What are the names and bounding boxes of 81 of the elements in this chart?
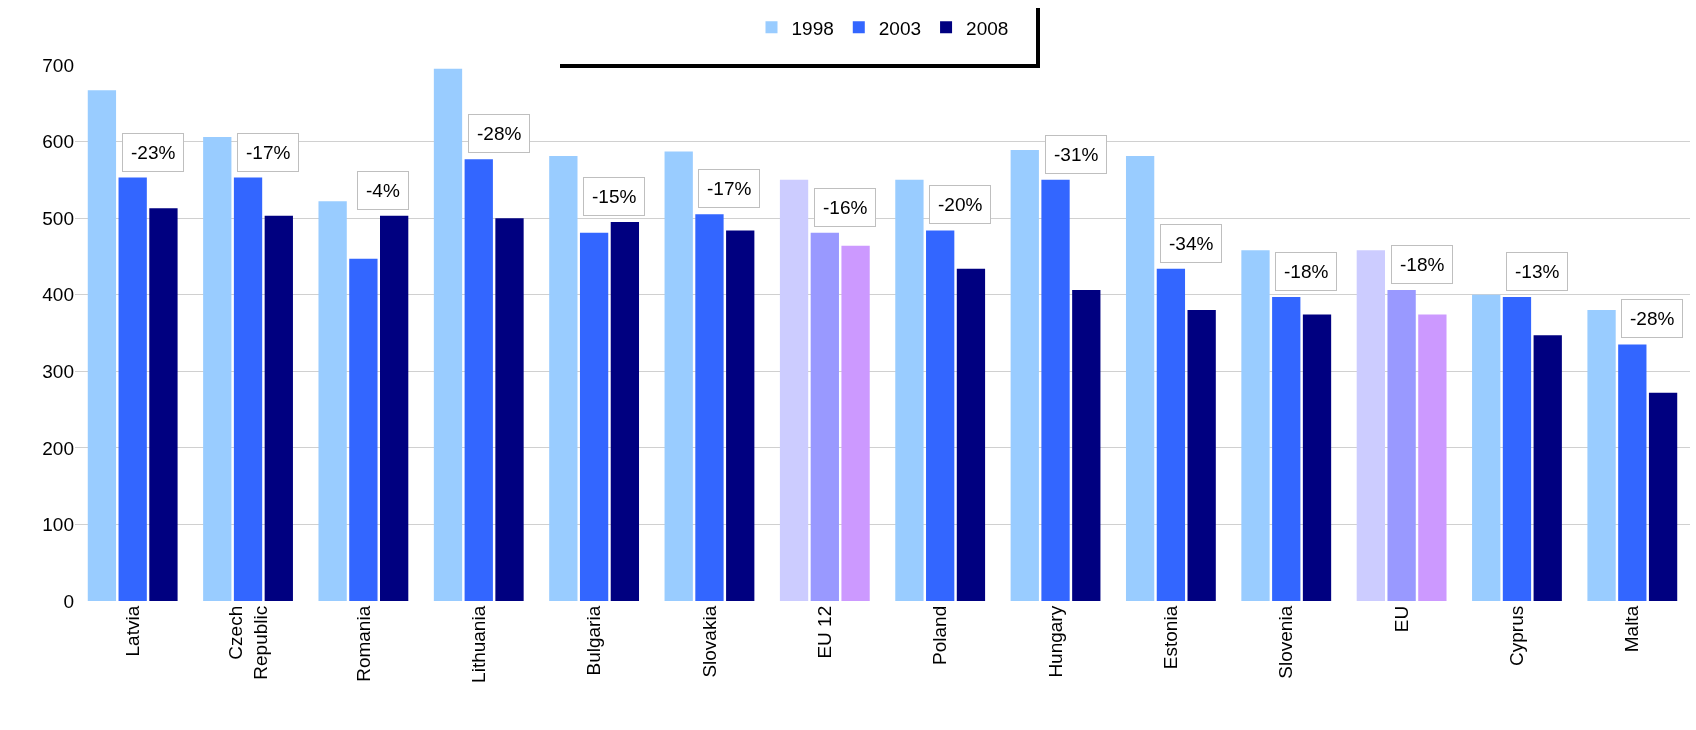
x-tick-label: Cyprus [1506, 605, 1528, 666]
legend-label: 2003 [878, 17, 922, 39]
bar [549, 156, 578, 601]
x-tick-label: Czech Republic [224, 605, 271, 680]
x-tick-label: Romania [352, 605, 374, 682]
y-tick-label: 600 [42, 131, 74, 153]
bar [464, 159, 493, 601]
annotation: -16% [823, 197, 868, 218]
bar [1502, 297, 1532, 601]
x-tick-label: Bulgaria [583, 605, 605, 676]
bar [1587, 310, 1616, 601]
annotation: -31% [1054, 144, 1099, 165]
bar [579, 232, 609, 601]
bar [349, 258, 378, 601]
bar [118, 177, 147, 601]
bar [149, 208, 178, 601]
bar [1041, 179, 1070, 601]
y-tick-label: 100 [42, 514, 74, 536]
annotation: -15% [592, 186, 637, 207]
annotation: -20% [938, 194, 983, 215]
bar [433, 68, 463, 601]
y-tick-label: 700 [42, 54, 74, 76]
y-tick-label: 200 [42, 437, 74, 459]
bar [1187, 310, 1216, 601]
bar [810, 232, 839, 601]
annotation: -13% [1515, 261, 1560, 282]
legend-label: 1998 [791, 17, 834, 39]
bar [87, 90, 117, 601]
annotation: -18% [1284, 261, 1329, 282]
annotation: -17% [707, 178, 752, 199]
bar [380, 215, 409, 601]
y-tick-label: 400 [42, 284, 74, 306]
y-tick-label: 0 [63, 590, 74, 612]
bar [664, 151, 693, 601]
bar [956, 268, 986, 601]
bar [233, 177, 263, 601]
bar [1648, 392, 1678, 601]
bar [203, 136, 232, 601]
y-tick-label: 300 [42, 360, 74, 382]
x-tick-label: EU 12 [813, 605, 835, 659]
bar [318, 201, 347, 601]
bar [1533, 335, 1562, 601]
bar [1125, 156, 1155, 601]
x-tick-label: EU [1390, 605, 1412, 633]
annotation: -4% [366, 180, 400, 201]
annotation: -34% [1169, 233, 1214, 254]
bar [1418, 314, 1447, 601]
x-tick-label: Malta [1621, 605, 1643, 653]
bar [1272, 297, 1301, 601]
x-tick-label: Slovenia [1275, 605, 1297, 679]
bar [1356, 250, 1385, 601]
bar [1618, 344, 1647, 601]
annotation: -17% [246, 142, 291, 163]
bar [1387, 290, 1416, 601]
bar [1302, 314, 1332, 601]
x-tick-label: Slovakia [698, 605, 720, 678]
y-tick-label: 500 [42, 207, 74, 229]
annotation: -18% [1400, 254, 1445, 275]
legend-label: 2008 [966, 17, 1009, 39]
bar [1241, 250, 1270, 601]
bar [495, 218, 524, 601]
x-tick-label: Estonia [1160, 605, 1182, 670]
bar [926, 230, 955, 601]
bar [1472, 294, 1501, 601]
bar [726, 230, 755, 601]
bar [1010, 149, 1039, 601]
bar [610, 221, 640, 601]
bar [895, 179, 924, 601]
x-tick-label: Latvia [121, 605, 143, 657]
x-tick-label: Hungary [1044, 605, 1066, 678]
bar [1156, 268, 1186, 601]
bar [1072, 290, 1101, 601]
bar [264, 215, 293, 601]
bar [841, 245, 870, 601]
x-tick-label: Poland [929, 605, 951, 665]
annotation: -28% [1630, 308, 1675, 329]
annotation: -28% [477, 123, 522, 144]
annotation: -23% [131, 142, 176, 163]
x-tick-label: Lithuania [467, 605, 489, 683]
bar [779, 179, 809, 601]
bar [695, 214, 724, 601]
